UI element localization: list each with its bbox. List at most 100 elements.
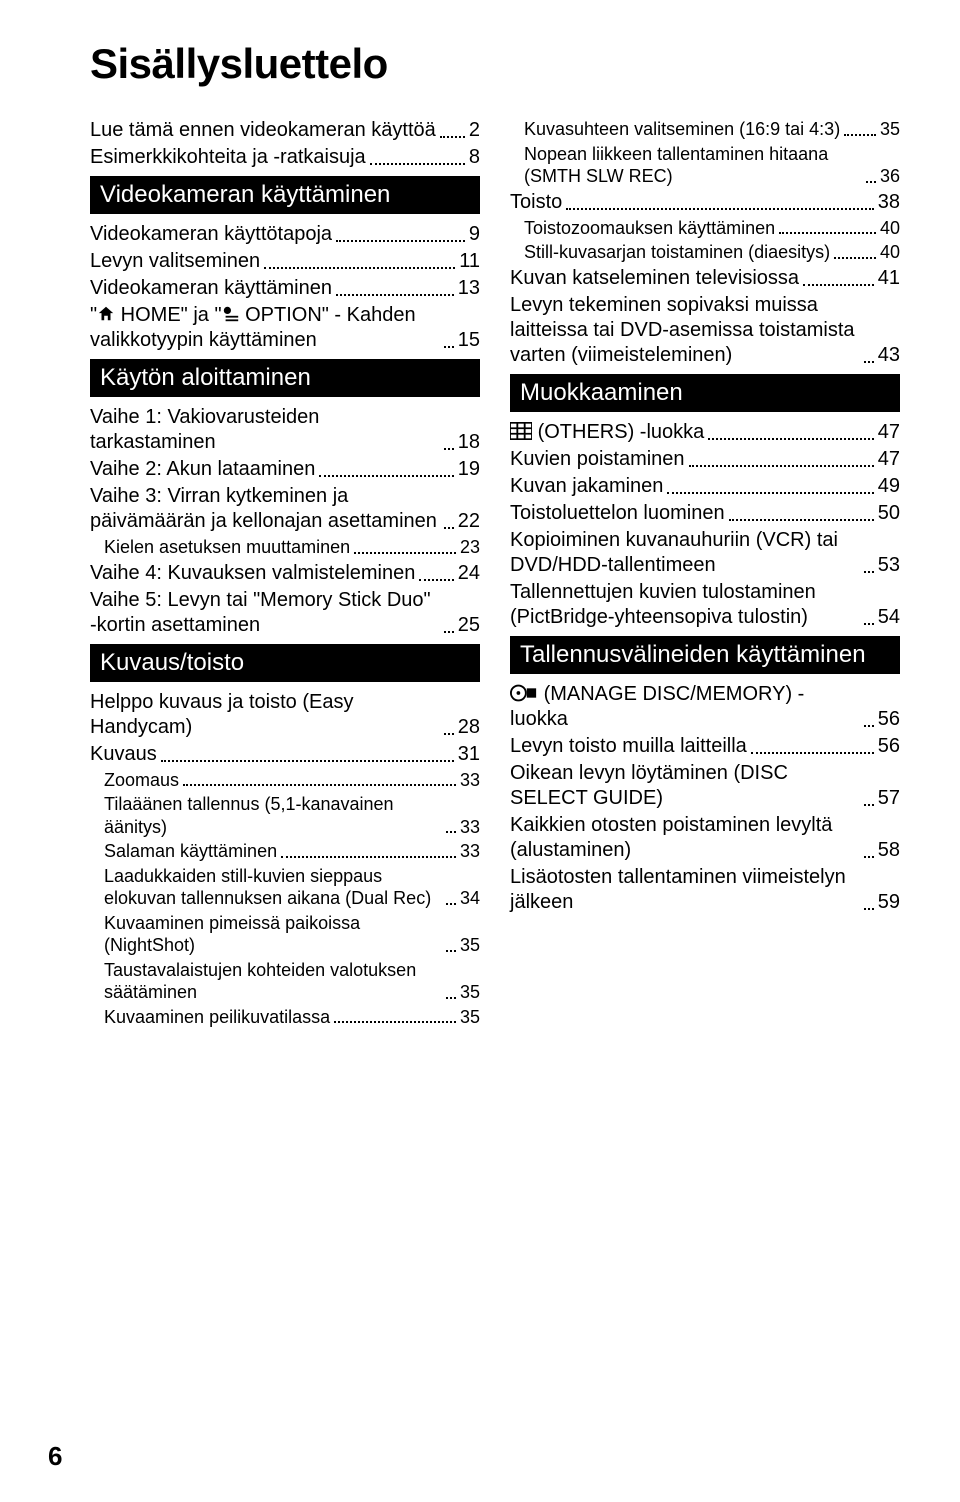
toc-leader-dots	[779, 232, 876, 234]
toc-label: Toisto	[510, 190, 562, 215]
toc-entry: Videokameran käyttäminen13	[90, 276, 480, 301]
toc-entry: Oikean levyn löytäminen (DISC SELECT GUI…	[510, 761, 900, 811]
toc-leader-dots	[566, 208, 874, 210]
toc-leader-dots	[729, 519, 874, 521]
toc-leader-dots	[444, 733, 454, 735]
toc-entry: Toistoluettelon luominen50	[510, 501, 900, 526]
toc-leader-dots	[334, 1021, 456, 1023]
toc-entry: Zoomaus 33	[90, 769, 480, 792]
section-tallennusvalineiden: Tallennusvälineiden käyttäminen	[510, 636, 900, 674]
home-icon	[97, 305, 115, 323]
toc-entry: Tallennettujen kuvien tulostaminen (Pict…	[510, 580, 900, 630]
toc-label: Taustavalaistujen kohteiden valotuksen s…	[104, 959, 442, 1004]
toc-label: Kuvaus	[90, 742, 157, 767]
toc-page-number: 19	[458, 457, 480, 482]
toc-page-number: 40	[880, 241, 900, 264]
toc-page-number: 47	[878, 420, 900, 445]
toc-label: Vaihe 2: Akun lataaminen	[90, 457, 315, 482]
toc-entry: " HOME" ja " OPTION" - Kahden valikkotyy…	[90, 303, 480, 353]
toc-leader-dots	[446, 997, 456, 999]
toc-entry: Nopean liikkeen tallentaminen hitaana (S…	[510, 143, 900, 188]
toc-label: Kuvaaminen pimeissä paikoissa (NightShot…	[104, 912, 442, 957]
toc-leader-dots	[844, 134, 876, 136]
toc-label: Salaman käyttäminen	[104, 840, 277, 863]
toc-label: Kuvasuhteen valitseminen (16:9 tai 4:3)	[524, 118, 840, 141]
toc-page-number: 59	[878, 890, 900, 915]
toc-leader-dots	[708, 438, 873, 440]
toc-leader-dots	[864, 623, 874, 625]
toc-entry: Kuvasuhteen valitseminen (16:9 tai 4:3)3…	[510, 118, 900, 141]
toc-label: Videokameran käyttötapoja	[90, 222, 332, 247]
toc-page-number: 31	[458, 742, 480, 767]
toc-label: Oikean levyn löytäminen (DISC SELECT GUI…	[510, 761, 860, 811]
toc-label: Tallennettujen kuvien tulostaminen (Pict…	[510, 580, 860, 630]
toc-page-number: 28	[458, 715, 480, 740]
toc-entry: Levyn tekeminen sopivaksi muissa laittei…	[510, 293, 900, 368]
toc-label: Levyn tekeminen sopivaksi muissa laittei…	[510, 293, 860, 368]
toc-leader-dots	[444, 448, 454, 450]
toc-entry: Kopioiminen kuvanauhuriin (VCR) tai DVD/…	[510, 528, 900, 578]
toc-entry: Vaihe 2: Akun lataaminen 19	[90, 457, 480, 482]
toc-label: Laadukkaiden still-kuvien sieppaus eloku…	[104, 865, 442, 910]
toc-label: Zoomaus	[104, 769, 179, 792]
toc-label: Videokameran käyttäminen	[90, 276, 332, 301]
toc-page-number: 56	[878, 707, 900, 732]
toc-page-number: 35	[460, 934, 480, 957]
toc-leader-dots	[336, 294, 454, 296]
toc-entry: Vaihe 1: Vakiovarusteiden tarkastaminen1…	[90, 405, 480, 455]
toc-page-number: 43	[878, 343, 900, 368]
toc-page-number: 23	[460, 536, 480, 559]
toc-entry: Still-kuvasarjan toistaminen (diaesitys)…	[510, 241, 900, 264]
toc-leader-dots	[444, 631, 454, 633]
toc-entry: Lisäotosten tallentaminen viimeistelyn j…	[510, 865, 900, 915]
toc-leader-dots	[183, 784, 456, 786]
toc-page-number: 8	[469, 145, 480, 170]
toc-page-number: 47	[878, 447, 900, 472]
toc-page-number: 57	[878, 786, 900, 811]
toc-page-number: 35	[460, 1006, 480, 1029]
toc-entry: Kuvan jakaminen 49	[510, 474, 900, 499]
toc-leader-dots	[440, 136, 465, 138]
toc-leader-dots	[864, 571, 874, 573]
toc-label: Kaikkien otosten poistaminen levyltä (al…	[510, 813, 860, 863]
toc-page-number: 33	[460, 769, 480, 792]
toc-leader-dots	[354, 552, 456, 554]
toc-label: Levyn valitseminen	[90, 249, 260, 274]
toc-page-number: 53	[878, 553, 900, 578]
toc-label: Kuvan katseleminen televisiossa	[510, 266, 799, 291]
toc-page-number: 56	[878, 734, 900, 759]
section-muokkaaminen: Muokkaaminen	[510, 374, 900, 412]
toc-page-number: 40	[880, 217, 900, 240]
toc-label-text: (OTHERS) -luokka	[538, 421, 705, 443]
section-kayton-aloittaminen: Käytön aloittaminen	[90, 359, 480, 397]
toc-entry: Kuvaus 31	[90, 742, 480, 767]
toc-label: Vaihe 1: Vakiovarusteiden tarkastaminen	[90, 405, 440, 455]
toc-leader-dots	[864, 856, 874, 858]
toc-label: " HOME" ja " OPTION" - Kahden valikkotyy…	[90, 303, 440, 353]
toc-entry: Helppo kuvaus ja toisto (Easy Handycam)2…	[90, 690, 480, 740]
toc-leader-dots	[803, 284, 874, 286]
left-column: Lue tämä ennen videokameran käyttöä2Esim…	[90, 116, 480, 1030]
toc-entry: Laadukkaiden still-kuvien sieppaus eloku…	[90, 865, 480, 910]
toc-leader-dots	[864, 361, 874, 363]
toc-page-number: 49	[878, 474, 900, 499]
toc-leader-dots	[446, 903, 456, 905]
toc-label: Nopean liikkeen tallentaminen hitaana (S…	[524, 143, 862, 188]
toc-leader-dots	[751, 752, 874, 754]
toc-page-number: 2	[469, 118, 480, 143]
section-videokameran-kayttaminen: Videokameran käyttäminen	[90, 176, 480, 214]
toc-label: Kuvan jakaminen	[510, 474, 663, 499]
toc-page-number: 25	[458, 613, 480, 638]
toc-page-number: 33	[460, 816, 480, 839]
toc-leader-dots	[336, 240, 465, 242]
toc-entry: Toisto38	[510, 190, 900, 215]
toc-label: Tilaäänen tallennus (5,1-kanavainen ääni…	[104, 793, 442, 838]
toc-page-number: 54	[878, 605, 900, 630]
toc-entry: (MANAGE DISC/MEMORY) -luokka56	[510, 682, 900, 732]
toc-label: (OTHERS) -luokka	[510, 420, 704, 445]
toc-leader-dots	[444, 346, 454, 348]
toc-leader-dots	[319, 475, 453, 477]
toc-page-number: 22	[458, 509, 480, 534]
others-grid-icon	[510, 422, 532, 440]
toc-entry: Levyn valitseminen11	[90, 249, 480, 274]
